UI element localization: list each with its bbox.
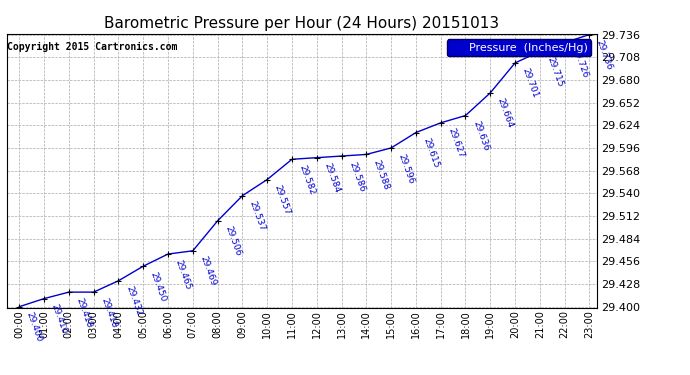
Text: 29.465: 29.465 (174, 258, 193, 291)
Text: 29.557: 29.557 (273, 184, 292, 216)
Text: 29.418: 29.418 (75, 296, 94, 329)
Text: 29.469: 29.469 (198, 255, 217, 288)
Title: Barometric Pressure per Hour (24 Hours) 20151013: Barometric Pressure per Hour (24 Hours) … (104, 16, 500, 31)
Text: 29.432: 29.432 (124, 285, 143, 317)
Text: 29.615: 29.615 (422, 137, 441, 170)
Text: 29.586: 29.586 (347, 160, 366, 193)
Text: 29.726: 29.726 (570, 47, 589, 80)
Text: 29.584: 29.584 (322, 162, 342, 194)
Text: 29.537: 29.537 (248, 200, 267, 232)
Text: 29.582: 29.582 (297, 164, 317, 196)
Text: 29.588: 29.588 (372, 159, 391, 191)
Text: 29.596: 29.596 (397, 152, 416, 185)
Text: 29.636: 29.636 (471, 120, 491, 152)
Text: 29.701: 29.701 (521, 67, 540, 100)
Text: 29.715: 29.715 (545, 56, 564, 88)
Text: 29.736: 29.736 (595, 39, 614, 71)
Text: 29.400: 29.400 (25, 311, 44, 344)
Text: 29.506: 29.506 (223, 225, 242, 258)
Text: 29.664: 29.664 (496, 97, 515, 130)
Text: Copyright 2015 Cartronics.com: Copyright 2015 Cartronics.com (8, 42, 178, 52)
Text: 29.418: 29.418 (99, 296, 119, 329)
Text: 29.410: 29.410 (50, 303, 69, 335)
Legend: Pressure  (Inches/Hg): Pressure (Inches/Hg) (447, 39, 591, 56)
Text: 29.450: 29.450 (149, 270, 168, 303)
Text: 29.627: 29.627 (446, 127, 466, 160)
